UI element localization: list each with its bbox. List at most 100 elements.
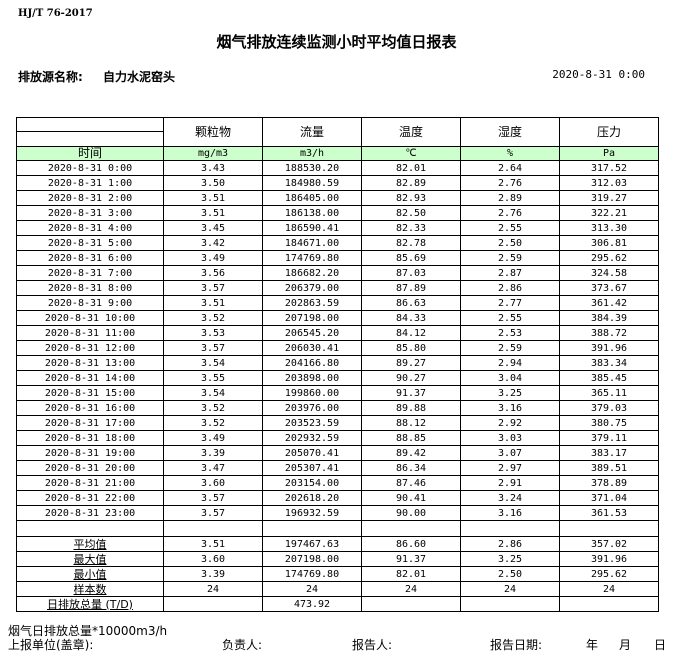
row-label: 2020-8-31 21:00	[16, 475, 164, 491]
row-label: 2020-8-31 20:00	[16, 460, 164, 476]
row-label: 最大值	[16, 551, 164, 567]
data-cell: 3.51	[163, 205, 263, 221]
data-cell: 85.69	[361, 250, 461, 266]
data-cell: 3.49	[163, 430, 263, 446]
data-cell: 203523.59	[262, 415, 362, 431]
data-cell: 383.34	[559, 355, 659, 371]
data-cell: 85.80	[361, 340, 461, 356]
row-label: 2020-8-31 6:00	[16, 250, 164, 266]
data-cell: 3.54	[163, 385, 263, 401]
data-cell: 3.24	[460, 490, 560, 506]
data-cell: 3.25	[460, 551, 560, 567]
data-cell: 3.16	[460, 505, 560, 521]
data-cell: 317.52	[559, 160, 659, 176]
data-cell: 88.12	[361, 415, 461, 431]
data-cell: 3.60	[163, 551, 263, 567]
data-cell: 84.12	[361, 325, 461, 341]
row-label: 2020-8-31 9:00	[16, 295, 164, 311]
data-cell: 2.94	[460, 355, 560, 371]
data-cell: 2.91	[460, 475, 560, 491]
data-cell: 379.03	[559, 400, 659, 416]
data-cell: 383.17	[559, 445, 659, 461]
data-cell: 391.96	[559, 551, 659, 567]
data-cell: 203898.00	[262, 370, 362, 386]
row-label: 2020-8-31 4:00	[16, 220, 164, 236]
table-row: 2020-8-31 2:00 3.51 186405.00 82.93 2.89 319.…	[16, 190, 659, 206]
data-cell	[361, 596, 461, 612]
table-row: 2020-8-31 1:00 3.50 184980.59 82.89 2.76 312.…	[16, 175, 659, 191]
data-cell: 295.62	[559, 250, 659, 266]
data-cell: 2.77	[460, 295, 560, 311]
unit-cell: ℃	[361, 146, 461, 161]
data-cell: 203976.00	[262, 400, 362, 416]
source-name: 自力水泥窑头	[103, 70, 176, 84]
data-cell: 389.51	[559, 460, 659, 476]
time-label: 时间	[16, 146, 164, 161]
summary-row: 平均值 3.51 197467.63 86.60 2.86 357.02	[16, 536, 659, 552]
data-cell: 361.42	[559, 295, 659, 311]
data-cell: 202618.20	[262, 490, 362, 506]
row-label: 2020-8-31 17:00	[16, 415, 164, 431]
data-cell: 385.45	[559, 370, 659, 386]
row-label: 2020-8-31 23:00	[16, 505, 164, 521]
data-cell: 3.45	[163, 220, 263, 236]
data-cell: 3.07	[460, 445, 560, 461]
data-cell: 384.39	[559, 310, 659, 326]
data-cell	[559, 596, 659, 612]
row-label: 日排放总量 (T/D)	[16, 596, 164, 612]
data-cell: 3.52	[163, 415, 263, 431]
data-cell: 202932.59	[262, 430, 362, 446]
table-row: 2020-8-31 4:00 3.45 186590.41 82.33 2.55 313.…	[16, 220, 659, 236]
data-cell: 205307.41	[262, 460, 362, 476]
summary-row: 最大值 3.60 207198.00 91.37 3.25 391.96	[16, 551, 659, 567]
data-cell: 3.52	[163, 310, 263, 326]
data-cell	[361, 520, 461, 537]
data-cell: 89.88	[361, 400, 461, 416]
data-cell: 3.50	[163, 175, 263, 191]
data-cell: 2.53	[460, 325, 560, 341]
data-cell: 380.75	[559, 415, 659, 431]
data-cell: 3.57	[163, 280, 263, 296]
data-cell: 206545.20	[262, 325, 362, 341]
data-cell: 3.16	[460, 400, 560, 416]
standard-code: HJ/T 76-2017	[18, 8, 93, 19]
table-row: 2020-8-31 12:00 3.57 206030.41 85.80 2.59 391…	[16, 340, 659, 356]
table-row: 2020-8-31 11:00 3.53 206545.20 84.12 2.53 388…	[16, 325, 659, 341]
summary-row: 日排放总量 (T/D) 473.92	[16, 596, 659, 612]
unit-cell: m3/h	[262, 146, 362, 161]
data-cell: 3.39	[163, 566, 263, 582]
data-cell: 82.78	[361, 235, 461, 251]
data-cell: 2.92	[460, 415, 560, 431]
row-label: 2020-8-31 18:00	[16, 430, 164, 446]
data-cell: 3.57	[163, 490, 263, 506]
data-cell: 86.34	[361, 460, 461, 476]
data-cell: 87.46	[361, 475, 461, 491]
column-header: 压力	[559, 117, 659, 147]
responsible-label: 负责人:	[222, 638, 263, 652]
data-cell: 2.86	[460, 280, 560, 296]
data-cell: 206030.41	[262, 340, 362, 356]
data-cell: 306.81	[559, 235, 659, 251]
table-row: 2020-8-31 19:00 3.39 205070.41 89.42 3.07 383…	[16, 445, 659, 461]
row-label	[16, 520, 164, 537]
table-row: 2020-8-31 10:00 3.52 207198.00 84.33 2.55 384…	[16, 310, 659, 326]
reporter-label: 报告人:	[352, 638, 393, 652]
row-label: 2020-8-31 7:00	[16, 265, 164, 281]
data-cell	[559, 520, 659, 537]
table-row: 2020-8-31 0:00 3.43 188530.20 82.01 2.64 317.…	[16, 160, 659, 176]
table-row: 2020-8-31 7:00 3.56 186682.20 87.03 2.87 324.…	[16, 265, 659, 281]
table-row: 2020-8-31 13:00 3.54 204166.80 89.27 2.94 383…	[16, 355, 659, 371]
data-cell: 357.02	[559, 536, 659, 552]
table-row: 2020-8-31 8:00 3.57 206379.00 87.89 2.86 373.…	[16, 280, 659, 296]
data-cell: 186138.00	[262, 205, 362, 221]
year-label: 年	[586, 638, 599, 652]
data-cell: 2.97	[460, 460, 560, 476]
data-cell: 174769.80	[262, 250, 362, 266]
data-cell: 186405.00	[262, 190, 362, 206]
data-cell: 3.49	[163, 250, 263, 266]
data-cell: 2.55	[460, 220, 560, 236]
data-cell: 203154.00	[262, 475, 362, 491]
row-label: 2020-8-31 14:00	[16, 370, 164, 386]
header-row: 颗粒物 流量 温度 湿度 压力	[16, 117, 659, 147]
data-cell: 91.37	[361, 385, 461, 401]
